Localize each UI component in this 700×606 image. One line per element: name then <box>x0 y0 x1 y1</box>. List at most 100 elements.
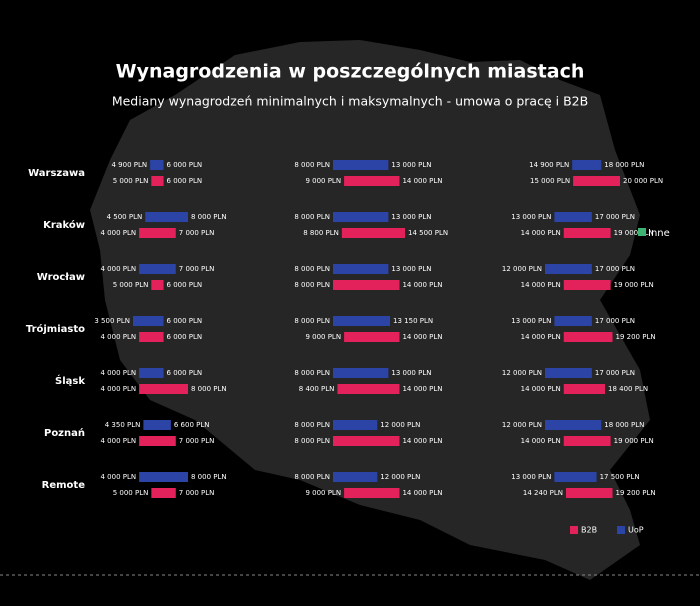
min-label: 8 800 PLN <box>303 229 339 237</box>
range-bar <box>333 316 391 326</box>
legend-label: UoP <box>628 526 644 535</box>
min-label: 4 350 PLN <box>105 421 141 429</box>
min-label: 8 000 PLN <box>294 161 330 169</box>
range-bar <box>151 176 164 186</box>
range-bar <box>333 420 378 430</box>
legend-swatch <box>617 526 625 534</box>
min-label: 14 240 PLN <box>523 489 563 497</box>
max-label: 8 000 PLN <box>191 213 227 221</box>
range-bar <box>139 368 164 378</box>
range-bar <box>143 420 171 430</box>
range-bar <box>554 472 597 482</box>
max-label: 13 000 PLN <box>391 265 431 273</box>
max-label: 19 000 PLN <box>614 229 654 237</box>
min-label: 3 500 PLN <box>94 317 130 325</box>
max-label: 17 000 PLN <box>595 265 635 273</box>
max-label: 6 000 PLN <box>167 333 203 341</box>
max-label: 6 600 PLN <box>174 421 210 429</box>
max-label: 18 400 PLN <box>608 385 648 393</box>
min-label: 9 000 PLN <box>305 333 341 341</box>
min-label: 12 000 PLN <box>502 265 542 273</box>
min-label: 8 000 PLN <box>294 213 330 221</box>
min-label: 8 000 PLN <box>294 421 330 429</box>
range-bar <box>333 212 389 222</box>
chart-title: Wynagrodzenia w poszczególnych miastach <box>116 61 585 83</box>
max-label: 12 000 PLN <box>380 473 420 481</box>
max-label: 18 000 PLN <box>604 421 644 429</box>
min-label: 4 000 PLN <box>100 229 136 237</box>
min-label: 8 000 PLN <box>294 317 330 325</box>
max-label: 18 000 PLN <box>604 161 644 169</box>
city-label: Poznań <box>44 427 85 439</box>
min-label: 4 000 PLN <box>100 385 136 393</box>
min-label: 5 000 PLN <box>113 489 149 497</box>
max-label: 14 000 PLN <box>402 437 442 445</box>
max-label: 7 000 PLN <box>179 229 215 237</box>
min-label: 5 000 PLN <box>113 281 149 289</box>
range-bar <box>333 436 400 446</box>
min-label: 12 000 PLN <box>502 369 542 377</box>
min-label: 4 000 PLN <box>100 473 136 481</box>
range-bar <box>151 280 164 290</box>
min-label: 4 000 PLN <box>100 265 136 273</box>
range-bar <box>333 264 389 274</box>
max-label: 19 000 PLN <box>614 281 654 289</box>
min-label: 4 900 PLN <box>111 161 147 169</box>
max-label: 6 000 PLN <box>167 281 203 289</box>
max-label: 6 000 PLN <box>167 177 203 185</box>
range-bar <box>333 368 389 378</box>
range-bar <box>337 384 400 394</box>
min-label: 14 000 PLN <box>521 281 561 289</box>
range-bar <box>572 160 602 170</box>
min-label: 8 000 PLN <box>294 369 330 377</box>
min-label: 8 400 PLN <box>299 385 335 393</box>
range-bar <box>554 316 592 326</box>
max-label: 6 000 PLN <box>167 369 203 377</box>
city-label: Remote <box>42 480 86 491</box>
max-label: 14 000 PLN <box>402 385 442 393</box>
range-bar <box>341 228 405 238</box>
min-label: 4 000 PLN <box>100 437 136 445</box>
range-bar <box>545 368 592 378</box>
range-bar <box>333 472 378 482</box>
legend-swatch <box>570 526 578 534</box>
min-label: 8 000 PLN <box>294 437 330 445</box>
max-label: 14 000 PLN <box>402 177 442 185</box>
range-bar <box>545 264 592 274</box>
city-label: Śląsk <box>55 374 85 387</box>
max-label: 20 000 PLN <box>623 177 663 185</box>
max-label: 19 000 PLN <box>614 437 654 445</box>
range-bar <box>139 332 164 342</box>
map-background <box>90 40 650 580</box>
range-bar <box>545 420 602 430</box>
range-bar <box>563 384 605 394</box>
max-label: 6 000 PLN <box>167 161 203 169</box>
max-label: 13 000 PLN <box>391 161 431 169</box>
range-bar <box>563 332 613 342</box>
min-label: 9 000 PLN <box>305 177 341 185</box>
city-label: Wrocław <box>37 272 85 283</box>
range-bar <box>151 488 176 498</box>
min-label: 14 000 PLN <box>521 229 561 237</box>
range-bar <box>563 436 611 446</box>
max-label: 14 000 PLN <box>402 281 442 289</box>
range-bar <box>150 160 164 170</box>
min-label: 13 000 PLN <box>511 213 551 221</box>
city-label: Warszawa <box>28 168 85 179</box>
max-label: 19 200 PLN <box>616 333 656 341</box>
max-label: 8 000 PLN <box>191 473 227 481</box>
min-label: 13 000 PLN <box>511 473 551 481</box>
max-label: 7 000 PLN <box>179 489 215 497</box>
max-label: 13 150 PLN <box>393 317 433 325</box>
range-bar <box>145 212 188 222</box>
max-label: 7 000 PLN <box>179 437 215 445</box>
range-bar <box>563 280 611 290</box>
max-label: 8 000 PLN <box>191 385 227 393</box>
chart-subtitle: Mediany wynagrodzeń minimalnych i maksym… <box>112 94 588 109</box>
min-label: 14 000 PLN <box>521 333 561 341</box>
max-label: 14 500 PLN <box>408 229 448 237</box>
max-label: 19 200 PLN <box>616 489 656 497</box>
range-bar <box>344 332 400 342</box>
max-label: 14 000 PLN <box>402 489 442 497</box>
